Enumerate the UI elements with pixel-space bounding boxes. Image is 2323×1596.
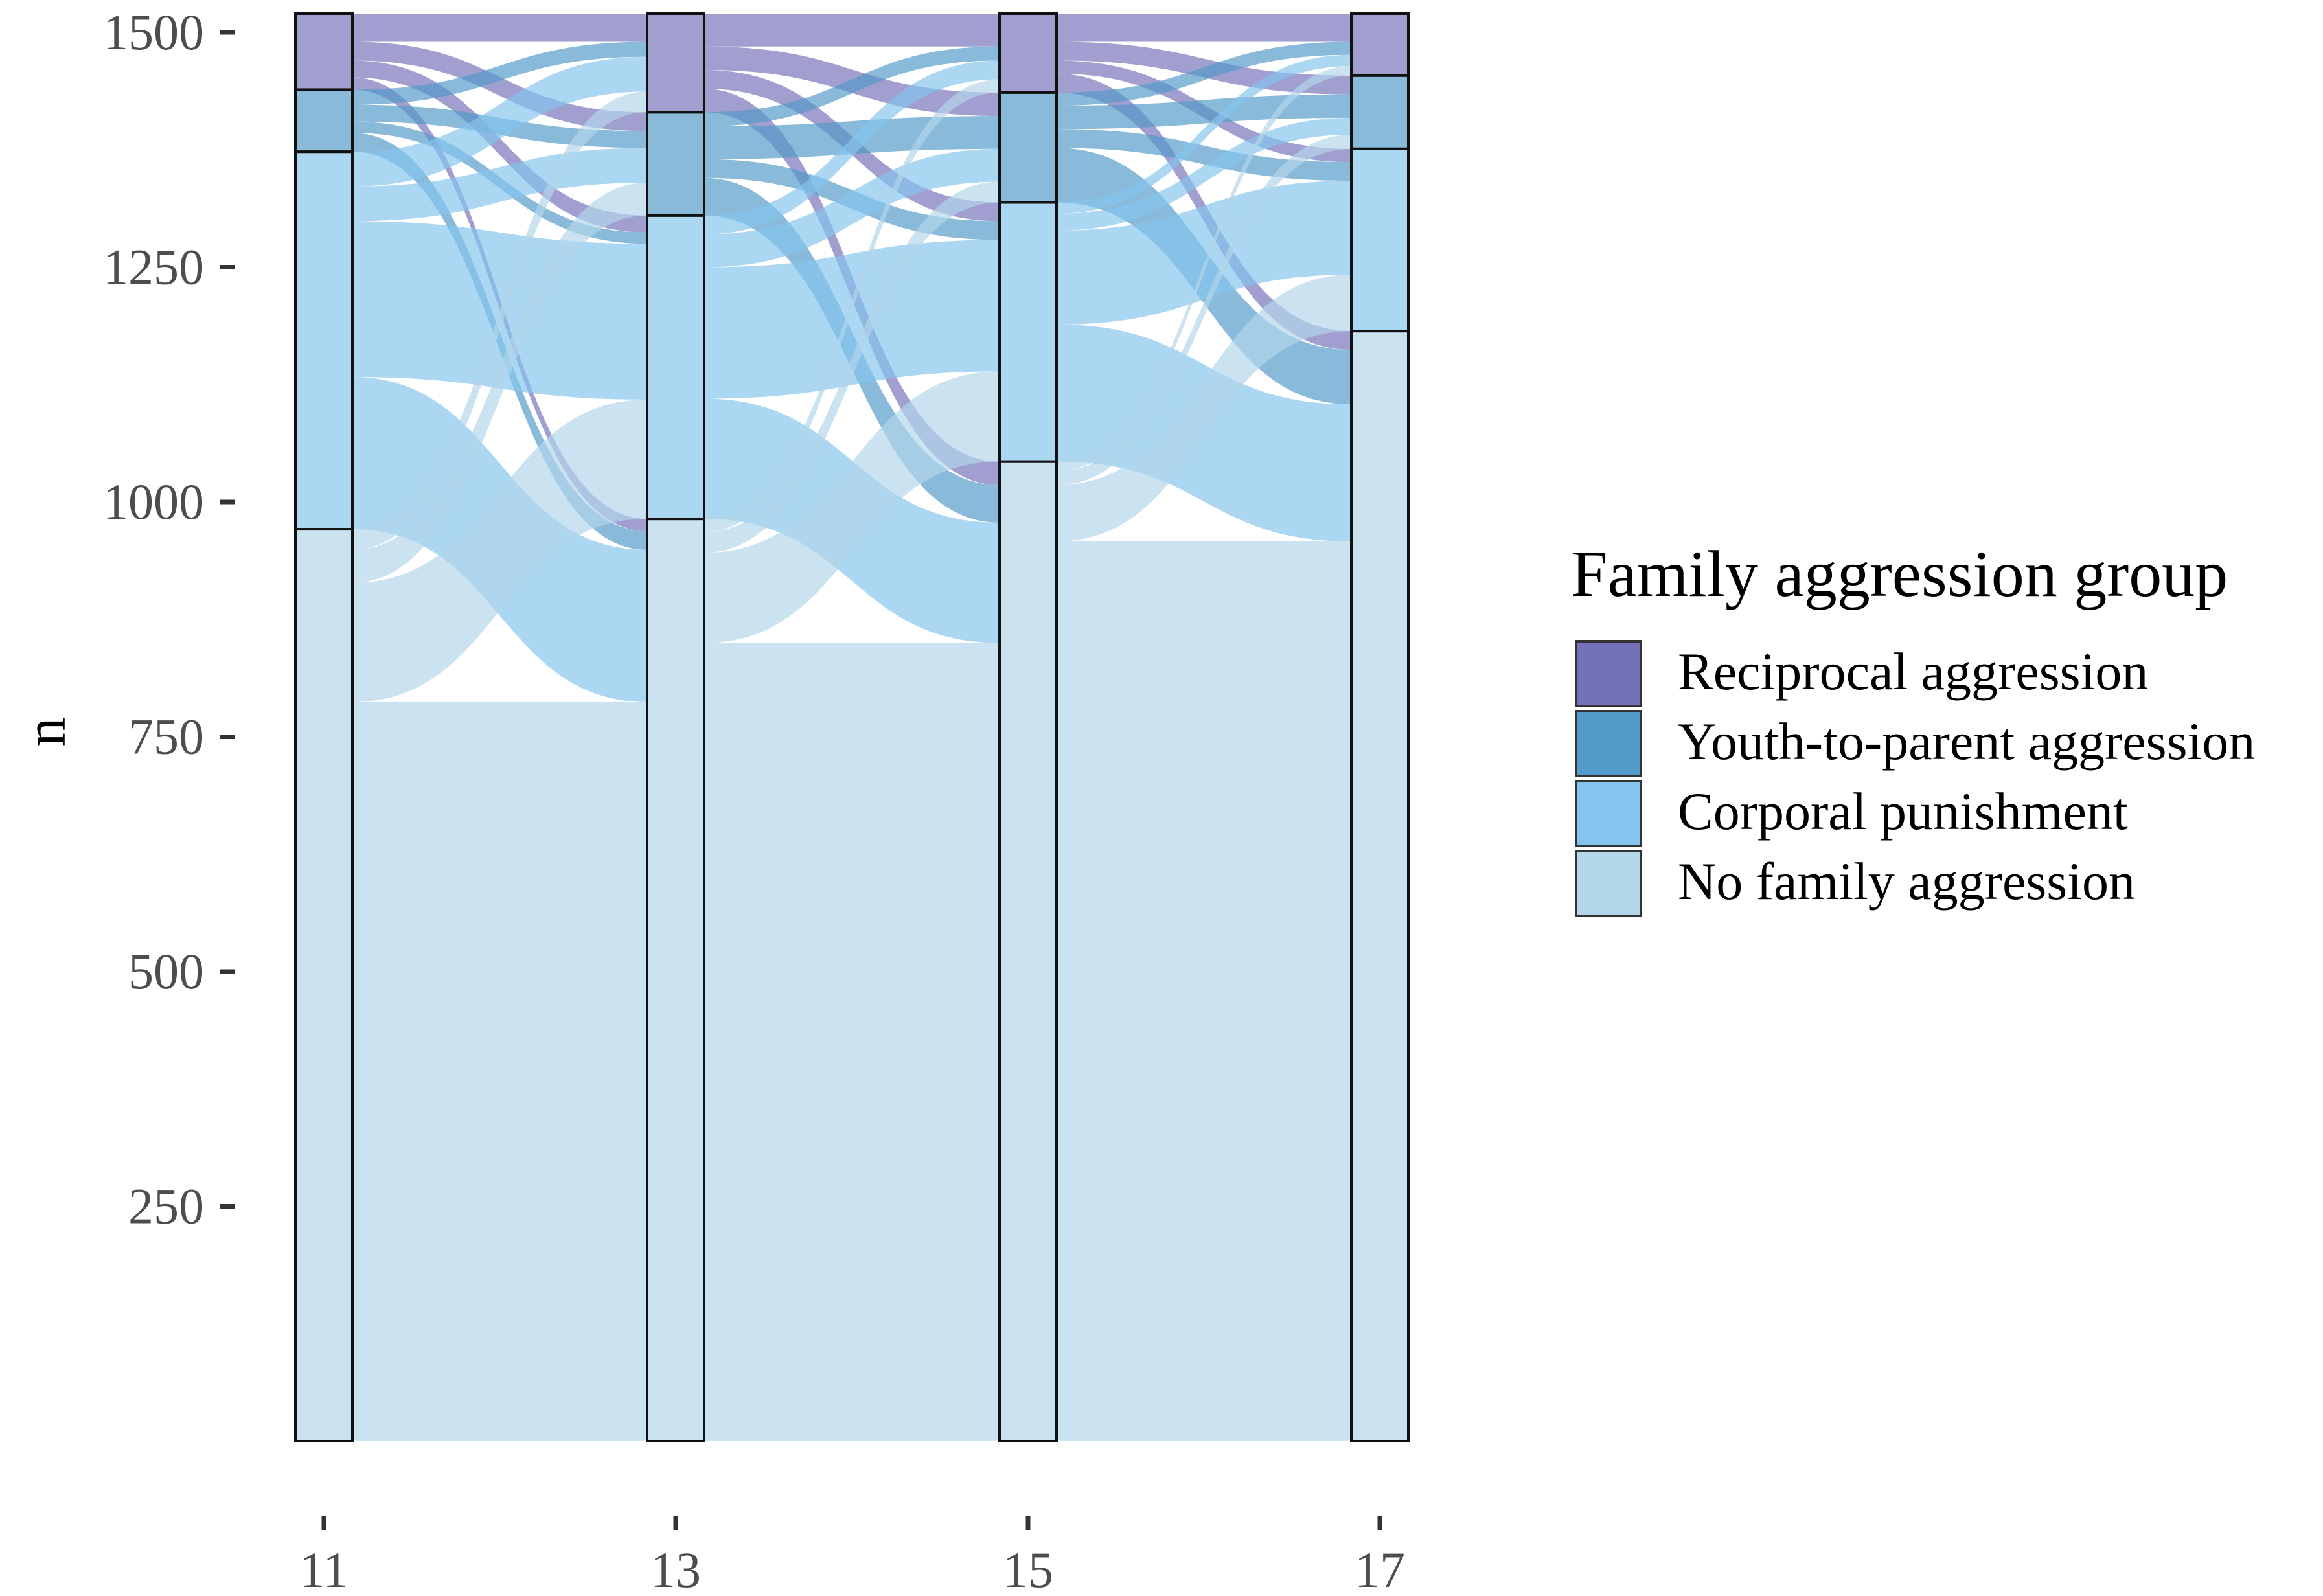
flow-11-youth-to-13-reciprocal (352, 41, 647, 105)
legend: Family aggression group Reciprocal aggre… (1571, 538, 2255, 917)
flow-15-corporal-to-17-corporal (1057, 181, 1351, 325)
flow-11-none-to-13-youth (352, 183, 647, 583)
y-tick-label-1000: 1000 (103, 473, 204, 530)
legend-label-corporal: Corporal punishment (1678, 782, 2128, 841)
flow-11-none-to-13-none (352, 701, 647, 1441)
stratum-15-corporal (998, 201, 1058, 463)
flow-15-corporal-to-17-youth (1057, 117, 1351, 231)
flow-13-none-to-15-none (704, 643, 1000, 1441)
stratum-13-none (646, 518, 705, 1442)
x-tick-label-13: 13 (650, 1542, 701, 1596)
flow-11-none-to-13-corporal (352, 399, 647, 702)
stratum-11-corporal (294, 150, 354, 531)
x-tick-label-17: 17 (1355, 1542, 1405, 1596)
stratum-15-reciprocal (998, 12, 1058, 94)
stratum-layer (294, 12, 1410, 1443)
legend-label-reciprocal: Reciprocal aggression (1678, 642, 2148, 701)
flow-11-reciprocal-to-13-reciprocal (352, 14, 647, 42)
y-tick-label-500: 500 (128, 943, 204, 999)
flow-13-corporal-to-15-corporal (704, 240, 1000, 399)
legend-key-reciprocal (1575, 640, 1642, 707)
flow-15-none-to-17-none (1057, 541, 1351, 1441)
flow-11-reciprocal-to-13-corporal (352, 60, 647, 233)
stratum-17-youth (1350, 74, 1410, 150)
flow-13-reciprocal-to-15-reciprocal (704, 14, 1000, 47)
x-tick-label-11: 11 (299, 1542, 348, 1596)
stratum-13-corporal (646, 214, 705, 521)
legend-title: Family aggression group (1571, 538, 2228, 611)
stratum-11-reciprocal (294, 12, 354, 91)
stratum-13-reciprocal (646, 12, 705, 114)
stratum-15-youth (998, 91, 1058, 204)
flow-13-none-to-15-corporal (704, 371, 1000, 643)
y-tick-label-1500: 1500 (103, 4, 204, 60)
flow-15-corporal-to-17-reciprocal (1057, 54, 1351, 214)
legend-key-none (1575, 850, 1642, 917)
flow-13-corporal-to-15-reciprocal (704, 60, 1000, 234)
stratum-11-none (294, 528, 354, 1442)
stratum-17-corporal (1350, 147, 1410, 333)
flow-15-none-to-17-corporal (1057, 275, 1351, 542)
flow-13-corporal-to-15-youth (704, 148, 1000, 268)
flow-11-none-to-13-reciprocal (352, 91, 647, 550)
legend-key-corporal (1575, 780, 1642, 847)
y-tick-label-250: 250 (128, 1178, 204, 1235)
y-tick-label-1250: 1250 (103, 239, 204, 295)
flow-15-none-to-17-youth (1057, 135, 1351, 485)
x-axis: 11 13 15 17 (299, 1516, 1405, 1596)
flow-13-youth-to-15-reciprocal (704, 46, 1000, 126)
flow-11-corporal-to-13-reciprocal (352, 56, 647, 187)
stratum-11-youth (294, 88, 354, 154)
flow-15-reciprocal-to-17-reciprocal (1057, 14, 1351, 42)
stratum-17-none (1350, 330, 1410, 1443)
x-tick-label-15: 15 (1003, 1542, 1053, 1596)
y-axis: 250 500 750 1000 1250 1500 (103, 4, 235, 1235)
flow-11-reciprocal-to-13-youth (352, 41, 647, 131)
flow-15-youth-to-17-youth (1057, 94, 1351, 130)
stratum-17-reciprocal (1350, 12, 1410, 77)
stratum-13-youth (646, 111, 705, 217)
flow-13-none-to-15-reciprocal (704, 79, 1000, 532)
y-tick-label-750: 750 (128, 709, 204, 765)
flow-15-none-to-17-reciprocal (1057, 66, 1351, 472)
flow-15-youth-to-17-corporal (1057, 129, 1351, 181)
flow-15-youth-to-17-reciprocal (1057, 41, 1351, 106)
legend-label-youth: Youth-to-parent aggression (1678, 712, 2255, 771)
flow-11-corporal-to-13-youth (352, 148, 647, 222)
legend-key-youth (1575, 710, 1642, 777)
y-axis-title: n (14, 718, 78, 747)
flows-layer (352, 14, 1351, 1441)
stratum-15-none (998, 460, 1058, 1442)
flow-13-none-to-15-youth (704, 181, 1000, 553)
legend-label-none: No family aggression (1678, 852, 2135, 911)
